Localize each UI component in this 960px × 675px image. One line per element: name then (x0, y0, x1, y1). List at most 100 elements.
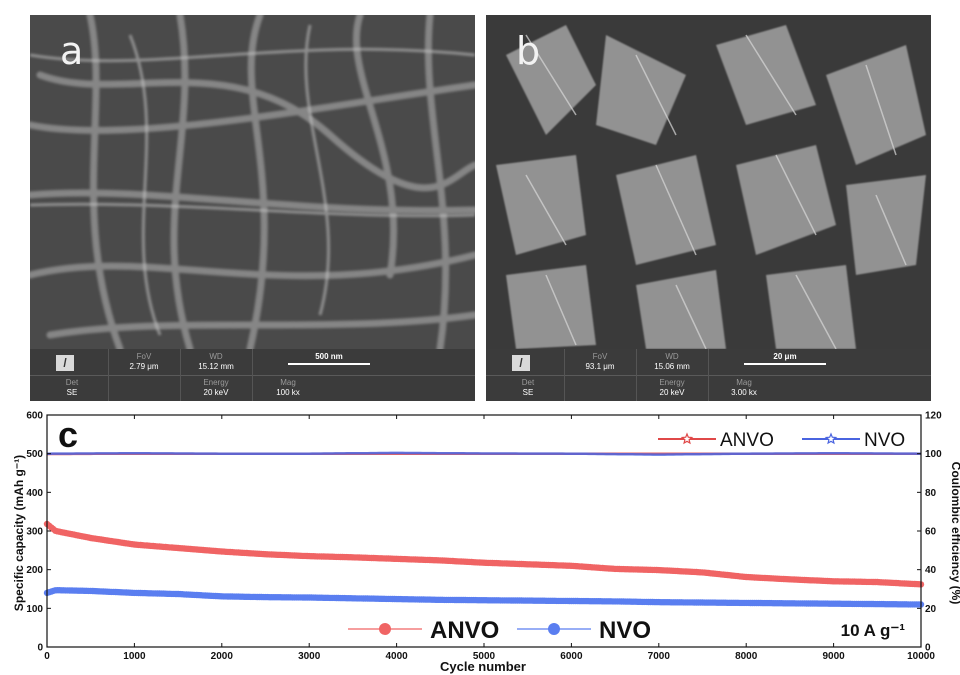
fov-value: 2.79 μm (129, 362, 159, 371)
x-tick-label: 8000 (735, 651, 758, 662)
scale-bar: 500 nm (288, 352, 370, 365)
y2-tick-label: 0 (925, 643, 931, 654)
capacity-series-anvo (43, 520, 925, 588)
wd-cell: WD 15.06 mm (637, 352, 707, 371)
info-separator (564, 349, 565, 401)
efficiency-legend: ANVO NVO (658, 430, 905, 451)
y-tick-label: 400 (26, 488, 43, 499)
sem-info-bar-b: / FoV 93.1 μm WD 15.06 mm 20 μm Det SE E… (486, 349, 931, 401)
x-tick-label: 7000 (648, 651, 671, 662)
sem-micrograph-a (30, 15, 475, 349)
y-tick-label: 300 (26, 527, 43, 538)
efficiency-series (46, 451, 921, 456)
fov-cell: FoV 93.1 μm (565, 352, 635, 371)
sem-image-a: a / FoV 2.79 μm WD 15.12 mm 500 nm Det S… (30, 15, 475, 401)
wd-value: 15.06 mm (654, 362, 690, 371)
det-cell: Det SE (37, 378, 107, 397)
info-separator (252, 349, 253, 401)
scale-bar: 20 μm (744, 352, 826, 365)
wd-value: 15.12 mm (198, 362, 234, 371)
mag-value: 3.00 kx (731, 388, 757, 397)
mag-label: Mag (736, 378, 752, 387)
scale-bar-line (288, 363, 370, 365)
instrument-logo-icon: / (56, 355, 74, 371)
scale-label: 500 nm (315, 352, 343, 361)
panel-label-c: c (58, 414, 78, 455)
x-tick-label: 0 (44, 651, 50, 662)
axes (46, 414, 922, 648)
x-tick-label: 9000 (822, 651, 845, 662)
legend-label: ANVO (430, 617, 499, 644)
efficiency-line (47, 451, 921, 456)
tick-labels: 0 1000 2000 3000 4000 5000 6000 7000 8000 9000 100… (26, 411, 942, 663)
cycling-chart: 0 1000 2000 3000 4000 5000 6000 7000 8000 9000 100… (12, 411, 960, 675)
capacity-legend: ANVO NVO (348, 617, 651, 644)
fov-cell: FoV 2.79 μm (109, 352, 179, 371)
det-label: Det (65, 378, 79, 387)
info-separator (636, 349, 637, 401)
legend-dot-marker (548, 623, 560, 635)
y2-tick-label: 120 (925, 411, 942, 422)
energy-label: Energy (659, 378, 685, 387)
fov-label: FoV (136, 352, 152, 361)
info-separator (180, 349, 181, 401)
y-tick-label: 600 (26, 411, 43, 422)
energy-value: 20 keV (659, 388, 685, 397)
panel-label-a: a (60, 29, 84, 73)
scale-bar-line (744, 363, 826, 365)
x-axis-label: Cycle number (440, 659, 526, 674)
y2-axis-label: Coulombic efficiency (%) (949, 462, 960, 605)
energy-label: Energy (203, 378, 229, 387)
panel-label-b: b (516, 29, 541, 73)
legend-label: NVO (599, 617, 651, 644)
y2-tick-label: 40 (925, 565, 937, 576)
legend-dot-marker (379, 623, 391, 635)
y-tick-label: 200 (26, 565, 43, 576)
mag-cell: Mag 3.00 kx (709, 378, 779, 397)
sem-image-b: b / FoV 93.1 μm WD 15.06 mm 20 μm Det SE… (486, 15, 931, 401)
efficiency-series-nvo (47, 451, 921, 456)
x-tick-label: 2000 (211, 651, 234, 662)
info-separator (708, 349, 709, 401)
x-tick-label: 6000 (560, 651, 583, 662)
x-tick-label: 4000 (385, 651, 408, 662)
energy-value: 20 keV (203, 388, 229, 397)
mag-value: 100 kx (276, 388, 300, 397)
y-tick-label: 100 (26, 604, 43, 615)
y2-tick-label: 100 (925, 449, 942, 460)
plot-area (47, 415, 921, 647)
wd-cell: WD 15.12 mm (181, 352, 251, 371)
y2-tick-label: 80 (925, 488, 937, 499)
energy-cell: Energy 20 keV (637, 378, 707, 397)
instrument-logo-icon: / (512, 355, 530, 371)
legend-label: NVO (864, 430, 905, 451)
info-separator (108, 349, 109, 401)
capacity-series-nvo (43, 587, 925, 608)
det-value: SE (66, 388, 78, 397)
energy-cell: Energy 20 keV (181, 378, 251, 397)
y-tick-label: 0 (37, 643, 43, 654)
mag-label: Mag (280, 378, 296, 387)
legend-star-marker (680, 432, 694, 445)
fov-value: 93.1 μm (585, 362, 615, 371)
y2-tick-label: 60 (925, 527, 937, 538)
wd-label: WD (209, 352, 223, 361)
det-value: SE (522, 388, 534, 397)
x-tick-label: 10000 (907, 651, 935, 662)
scale-label: 20 μm (773, 352, 797, 361)
wd-label: WD (665, 352, 679, 361)
y-axis-label: Specific capacity (mAh g⁻¹) (12, 455, 26, 611)
y-tick-label: 500 (26, 449, 43, 460)
det-label: Det (521, 378, 535, 387)
mag-cell: Mag 100 kx (253, 378, 323, 397)
sem-info-bar-a: / FoV 2.79 μm WD 15.12 mm 500 nm Det SE … (30, 349, 475, 401)
capacity-series (43, 520, 925, 608)
plot-background (47, 415, 921, 647)
legend-star-marker (824, 432, 838, 445)
current-density-annotation: 10 A g⁻¹ (841, 621, 906, 640)
x-tick-label: 3000 (298, 651, 321, 662)
y2-tick-label: 20 (925, 604, 937, 615)
legend-label: ANVO (720, 430, 774, 451)
sem-micrograph-b (486, 15, 931, 349)
x-tick-label: 5000 (473, 651, 496, 662)
